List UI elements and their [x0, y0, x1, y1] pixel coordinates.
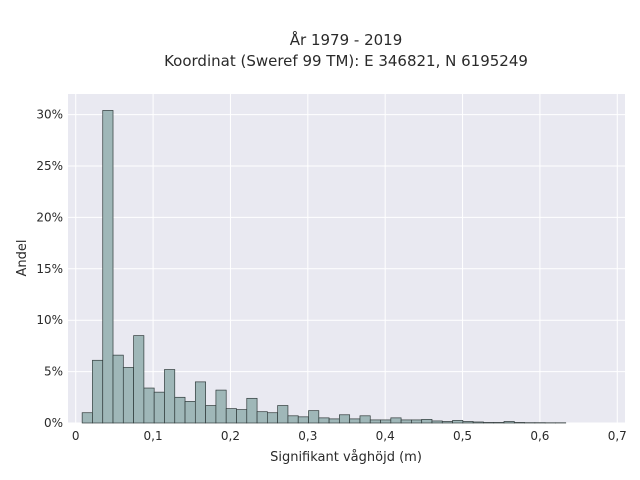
chart-title-line1: År 1979 - 2019: [290, 30, 403, 49]
histogram-bar: [184, 401, 196, 424]
histogram-bar: [380, 419, 392, 424]
histogram-bar: [390, 417, 402, 424]
histogram-bar: [164, 369, 176, 424]
histogram-bar: [472, 421, 484, 424]
y-tick-label: 0%: [44, 416, 63, 430]
histogram-bar: [400, 419, 412, 424]
histogram-bar: [267, 412, 278, 424]
x-tick-label: 0,4: [376, 429, 395, 443]
histogram-bar: [205, 405, 217, 424]
histogram-bar: [287, 415, 299, 424]
histogram-bar: [256, 411, 268, 424]
histogram-bar: [92, 359, 104, 424]
histogram-bar: [503, 421, 515, 424]
x-tick-label: 0,2: [221, 429, 240, 443]
y-tick-label: 10%: [36, 313, 63, 327]
histogram-bar: [318, 417, 330, 424]
histogram-bar: [328, 418, 340, 424]
histogram-bar: [246, 397, 258, 424]
y-tick-labels: 0% 5% 10% 15% 20% 25% 30%: [36, 108, 63, 430]
x-tick-labels: 0 0,1 0,2 0,3 0,4 0,5 0,6 0,7: [72, 429, 627, 443]
histogram-bar: [513, 422, 525, 424]
histogram-bar: [143, 387, 155, 424]
histogram-bar: [81, 412, 93, 424]
histogram-bar: [133, 335, 145, 424]
histogram-bar: [462, 421, 474, 424]
histogram-bar: [102, 110, 114, 424]
histogram-bar: [349, 418, 361, 424]
histogram-bar: [194, 381, 206, 424]
histogram-bar: [493, 422, 505, 424]
x-tick-label: 0,6: [530, 429, 549, 443]
histogram-bars: [81, 110, 567, 424]
histogram-bar: [339, 414, 351, 424]
histogram-bar: [277, 405, 289, 424]
histogram-bar: [174, 396, 186, 424]
histogram-bar: [225, 408, 237, 424]
x-tick-label: 0,1: [144, 429, 163, 443]
y-axis-title: Andel: [15, 240, 30, 277]
chart-title-line2: Koordinat (Sweref 99 TM): E 346821, N 61…: [164, 52, 528, 70]
y-tick-label: 5%: [44, 365, 63, 379]
histogram-bar: [112, 354, 124, 424]
histogram-bar: [431, 420, 443, 424]
x-tick-label: 0: [72, 429, 80, 443]
histogram-bar: [369, 419, 381, 424]
x-tick-label: 0,5: [453, 429, 472, 443]
histogram-bar: [441, 421, 453, 424]
histogram-bar: [153, 391, 165, 424]
x-tick-label: 0,7: [608, 429, 627, 443]
histogram-bar: [359, 415, 371, 424]
histogram-bar: [297, 416, 309, 424]
histogram-bar: [411, 419, 423, 424]
y-tick-label: 15%: [36, 262, 63, 276]
x-tick-label: 0,3: [298, 429, 317, 443]
histogram-bar: [215, 389, 227, 424]
histogram-bar: [483, 422, 495, 424]
y-tick-label: 30%: [36, 108, 63, 122]
histogram-bar: [452, 420, 464, 424]
plot-area: [68, 94, 625, 423]
x-axis-title: Signifikant våghöjd (m): [270, 450, 422, 465]
histogram-bar: [308, 410, 320, 424]
histogram-bar: [421, 419, 433, 424]
histogram-bar: [236, 409, 248, 424]
grid-lines: [68, 94, 625, 424]
y-tick-label: 25%: [36, 159, 63, 173]
histogram-bar: [122, 367, 134, 424]
y-tick-label: 20%: [36, 210, 63, 224]
